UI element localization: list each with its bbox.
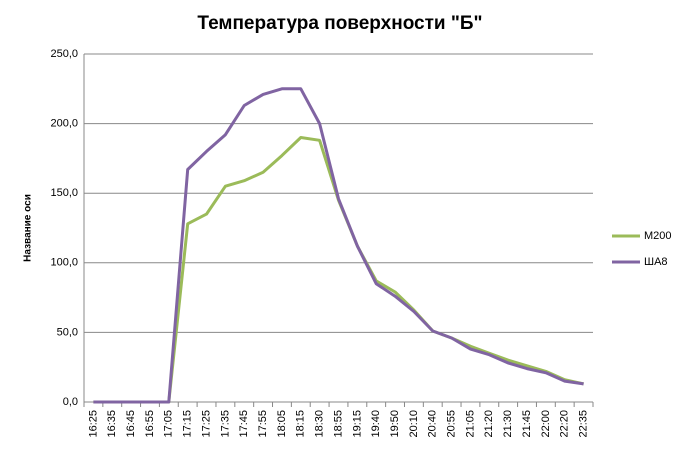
y-tick-label: 0,0 — [63, 396, 78, 408]
chart-title: Температура поверхности "Б" — [197, 13, 482, 34]
x-tick-label: 18:55 — [332, 410, 344, 438]
x-tick-label: 17:25 — [200, 410, 212, 438]
legend-label: ША8 — [644, 256, 668, 268]
y-tick-label: 150,0 — [50, 187, 78, 199]
x-tick-label: 17:15 — [182, 410, 194, 438]
x-tick-label: 17:45 — [238, 410, 250, 438]
x-tick-label: 19:40 — [370, 410, 382, 438]
x-tick-label: 17:05 — [163, 410, 175, 438]
x-tick-label: 16:35 — [106, 410, 118, 438]
x-tick-label: 19:50 — [389, 410, 401, 438]
x-tick-label: 18:15 — [295, 410, 307, 438]
x-tick-label: 18:05 — [276, 410, 288, 438]
x-tick-label: 21:30 — [502, 410, 514, 438]
x-tick-label: 21:20 — [483, 410, 495, 438]
y-axis-label: Название оси — [23, 194, 34, 262]
legend-label: M200 — [644, 230, 672, 242]
x-tick-label: 22:00 — [540, 410, 552, 438]
x-tick-label: 22:20 — [559, 410, 571, 438]
x-tick-label: 16:55 — [144, 410, 156, 438]
x-tick-label: 17:55 — [257, 410, 269, 438]
x-tick-label: 18:30 — [314, 410, 326, 438]
x-tick-label: 16:45 — [125, 410, 137, 438]
series-line — [93, 87, 584, 404]
x-tick-label: 22:35 — [577, 410, 589, 438]
x-tick-label: 20:40 — [427, 410, 439, 438]
x-tick-label: 20:10 — [408, 410, 420, 438]
x-tick-label: 21:45 — [521, 410, 533, 438]
x-tick-label: 19:15 — [351, 410, 363, 438]
y-tick-label: 100,0 — [50, 257, 78, 269]
y-tick-label: 50,0 — [57, 326, 78, 338]
x-tick-label: 20:55 — [446, 410, 458, 438]
y-tick-label: 200,0 — [50, 118, 78, 130]
x-tick-label: 21:05 — [464, 410, 476, 438]
y-tick-label: 250,0 — [50, 48, 78, 60]
x-tick-label: 16:25 — [87, 410, 99, 438]
x-tick-label: 17:35 — [219, 410, 231, 438]
